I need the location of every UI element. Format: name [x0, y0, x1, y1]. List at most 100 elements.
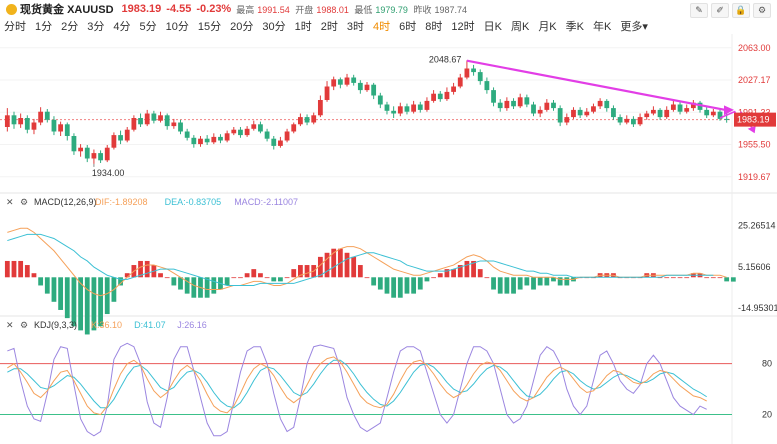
candle-body: [471, 68, 476, 73]
pencil-icon[interactable]: ✎: [690, 3, 708, 18]
macd-histogram-bar: [371, 277, 377, 286]
macd-histogram-bar: [204, 277, 210, 298]
pen-icon[interactable]: ✐: [711, 3, 729, 18]
macd-histogram-bar: [431, 277, 437, 279]
period-tab[interactable]: 季K: [565, 21, 584, 33]
candle-body: [351, 77, 357, 83]
period-tab[interactable]: 2时: [320, 21, 338, 33]
trend-arrow-head: [724, 105, 734, 116]
macd-histogram-bar: [118, 277, 123, 286]
period-tab[interactable]: 3分: [87, 21, 105, 33]
macd-histogram-bar: [158, 273, 163, 278]
period-tab[interactable]: 周K: [510, 21, 530, 33]
macd-histogram-bar: [38, 277, 44, 286]
candle-body: [131, 118, 137, 130]
period-tab[interactable]: 1时: [294, 21, 312, 33]
candle-body: [391, 110, 397, 114]
candle-body: [191, 137, 197, 145]
macd-histogram-bar: [471, 260, 476, 278]
macd-histogram-bar: [397, 277, 403, 298]
macd-histogram-bar: [517, 277, 523, 290]
candle-body: [604, 100, 610, 109]
period-tab[interactable]: 5分: [139, 21, 157, 33]
candle-body: [344, 77, 350, 85]
macd-histogram-bar: [44, 277, 50, 294]
macd-histogram-bar: [84, 277, 90, 335]
candle-body: [304, 117, 310, 123]
quote-header: 现货黄金 XAUUSD 1983.19 -4.55 -0.23% 最高 1991.…: [0, 0, 777, 18]
macd-histogram-bar: [251, 269, 257, 278]
period-tab[interactable]: 年K: [593, 21, 612, 33]
macd-histogram-bar: [664, 277, 670, 279]
candle-body: [18, 118, 24, 125]
candle-body: [524, 97, 530, 105]
candle-body: [251, 124, 257, 129]
period-tabs: 分时 1分 2分 3分 4分 5分 10分 15分 20分 30分 1时 2时 3时 4时 6时 8时 12时日…: [0, 18, 653, 34]
kdj-legend-item: D:41.07: [134, 320, 166, 330]
period-tab[interactable]: 4时: [373, 21, 391, 33]
macd-histogram-bar: [184, 277, 190, 294]
period-tab[interactable]: 分时: [4, 21, 26, 33]
macd-histogram-bar: [244, 273, 250, 278]
macd-histogram-bar: [557, 277, 563, 286]
low-annotation: 1934.00: [92, 168, 125, 178]
period-tab[interactable]: 30分: [262, 21, 286, 33]
kdj-d-line: [7, 359, 707, 409]
macd-tick-label: -14.95301: [738, 303, 777, 313]
period-tab[interactable]: 3时: [346, 21, 364, 33]
period-tab[interactable]: 12时: [451, 21, 475, 33]
candle-body: [611, 108, 616, 118]
period-tab[interactable]: 10分: [165, 21, 189, 33]
candle-body: [278, 140, 283, 146]
kdj-k-line: [7, 356, 707, 416]
candle-body: [531, 104, 536, 114]
macd-histogram-bar: [178, 277, 183, 290]
period-tab[interactable]: 4分: [113, 21, 131, 33]
macd-histogram-bar: [730, 277, 736, 282]
candle-body: [491, 90, 496, 103]
candle-body: [477, 72, 483, 82]
candle-body: [238, 129, 243, 136]
candle-body: [571, 109, 576, 118]
macd-histogram-bar: [124, 273, 130, 278]
current-price-tag: [734, 112, 776, 127]
macd-histogram-bar: [344, 252, 350, 278]
settings-icon[interactable]: ⚙: [753, 3, 771, 18]
period-tab[interactable]: 1分: [35, 21, 53, 33]
macd-histogram-bar: [391, 277, 397, 298]
lock-icon[interactable]: 🔒: [732, 3, 750, 18]
period-tab[interactable]: 6时: [399, 21, 417, 33]
macd-histogram-bar: [437, 273, 443, 278]
price-change: -4.55: [166, 3, 192, 15]
candle-body: [311, 115, 317, 123]
candle-body: [364, 84, 370, 91]
period-tab[interactable]: 2分: [61, 21, 79, 33]
period-tab[interactable]: 更多▾: [620, 21, 648, 33]
macd-histogram-bar: [710, 277, 716, 279]
candle-body: [297, 117, 303, 125]
candle-body: [218, 136, 223, 141]
candle-body: [497, 102, 503, 109]
macd-histogram-bar: [404, 277, 410, 294]
candle-body: [171, 122, 177, 127]
period-tab[interactable]: 20分: [230, 21, 254, 33]
period-tab[interactable]: 月K: [538, 21, 557, 33]
macd-histogram-bar: [451, 269, 456, 278]
candle-body: [670, 104, 676, 110]
candle-body: [584, 111, 590, 116]
candle-body: [71, 136, 77, 152]
period-tab[interactable]: 8时: [425, 21, 443, 33]
kdj-j-line: [7, 342, 707, 437]
chart-toolbar: ✎ ✐ 🔒 ⚙: [690, 3, 771, 18]
candle-body: [431, 93, 437, 101]
period-tab[interactable]: 日K: [483, 21, 502, 33]
period-tab[interactable]: 15分: [197, 21, 222, 33]
macd-histogram-bar: [551, 277, 556, 282]
candle-body: [397, 106, 403, 114]
candle-body: [564, 117, 570, 123]
candle-body: [511, 100, 516, 107]
candle-body: [151, 113, 157, 121]
candle-body: [464, 68, 470, 78]
macd-histogram-bar: [264, 277, 270, 279]
